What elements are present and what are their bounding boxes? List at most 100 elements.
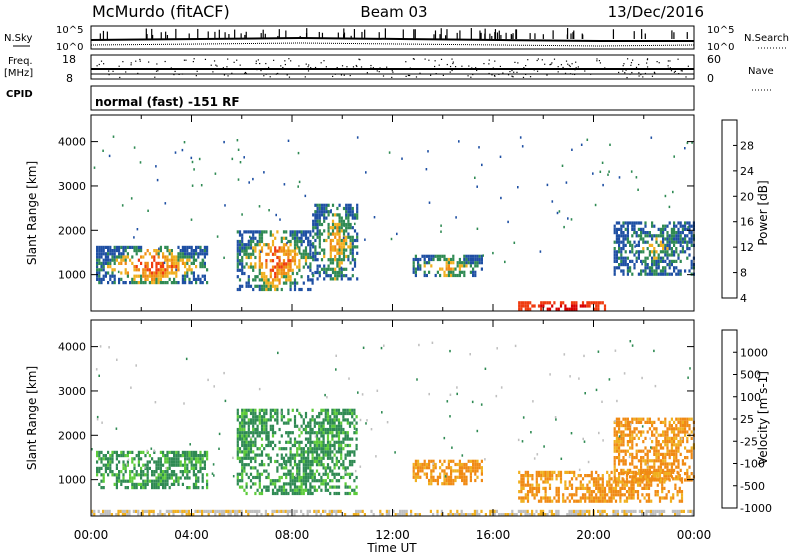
data-cell [309, 424, 312, 428]
y-tick-label: 3000 [58, 180, 86, 193]
data-cell [618, 227, 621, 231]
data-cell [282, 265, 286, 269]
data-cell [522, 304, 525, 308]
data-cell [329, 491, 332, 496]
data-cell [355, 427, 358, 432]
data-cell [675, 456, 678, 460]
data-cell [599, 301, 602, 305]
data-cell [263, 287, 266, 292]
data-cell [214, 513, 217, 517]
freq-point [656, 60, 658, 63]
data-cell [271, 408, 275, 412]
data-cell [166, 482, 169, 486]
data-cell [96, 470, 99, 474]
data-cell [461, 475, 464, 479]
freq-point [340, 74, 343, 76]
data-cell [256, 243, 259, 247]
data-cell [115, 427, 118, 430]
data-cell [320, 258, 324, 262]
data-cell [338, 264, 341, 268]
data-cell [173, 457, 176, 461]
data-cell [345, 222, 348, 227]
data-cell [664, 420, 667, 424]
data-cell [613, 446, 616, 450]
data-cell [577, 513, 580, 517]
data-cell [146, 265, 149, 269]
data-cell [543, 445, 545, 448]
data-cell [333, 418, 336, 422]
data-cell [309, 239, 312, 244]
data-cell [157, 457, 160, 461]
data-cell [238, 230, 242, 234]
data-cell [151, 274, 154, 278]
data-cell [626, 221, 629, 225]
freq-point [529, 76, 532, 78]
data-cell [619, 499, 622, 503]
freq-point [135, 60, 137, 62]
data-cell [436, 513, 439, 517]
data-cell [342, 431, 345, 435]
data-cell [98, 258, 101, 262]
data-cell [439, 257, 442, 262]
data-cell [458, 273, 461, 278]
data-cell [653, 465, 656, 469]
data-cell [256, 513, 259, 517]
data-cell [146, 460, 149, 464]
data-cell [346, 466, 349, 470]
data-cell [168, 450, 171, 454]
freq-panel: 18 8 60 0 [62, 53, 721, 85]
data-cell [309, 488, 312, 492]
data-cell [273, 509, 276, 513]
freq-tick-bottom: 8 [66, 72, 73, 85]
data-cell [124, 486, 127, 490]
data-cell [241, 213, 243, 216]
data-cell [309, 447, 312, 451]
data-cell [113, 258, 116, 262]
data-cell [338, 219, 341, 223]
freq-point [174, 70, 176, 73]
data-cell [622, 430, 625, 434]
data-cell [207, 378, 209, 382]
data-cell [633, 427, 636, 431]
data-cell [644, 256, 647, 260]
data-cell [271, 284, 275, 288]
data-cell [267, 284, 270, 288]
data-cell [386, 421, 389, 424]
data-cell [633, 224, 636, 228]
data-cell [595, 486, 598, 490]
data-cell [597, 477, 600, 481]
data-cell [296, 265, 299, 269]
data-cell [618, 234, 621, 238]
data-cell [263, 447, 266, 451]
data-cell [318, 245, 321, 249]
data-cell [344, 437, 347, 441]
data-cell [157, 463, 160, 467]
data-cell [170, 463, 173, 467]
data-cell [347, 258, 350, 262]
data-cell [421, 254, 424, 258]
data-cell [276, 459, 279, 464]
data-cell [686, 417, 689, 421]
data-cell [346, 411, 349, 416]
power-cbar-label: Power [dB] [756, 180, 770, 245]
data-cell [588, 493, 591, 497]
data-cell [646, 478, 649, 482]
data-cell [640, 237, 643, 241]
data-cell [659, 468, 662, 472]
x-tick-label: 00:00 [677, 528, 712, 542]
data-cell [118, 454, 121, 458]
data-cell [524, 307, 527, 311]
data-cell [238, 239, 242, 244]
data-cell [168, 460, 171, 464]
data-cell [320, 232, 324, 236]
data-cell [631, 272, 634, 276]
data-cell [639, 238, 641, 241]
data-cell [620, 250, 623, 254]
data-cell [641, 513, 644, 517]
data-cell [663, 496, 666, 500]
data-cell [133, 245, 136, 249]
data-cell [465, 254, 468, 258]
data-cell [316, 216, 319, 220]
data-cell [461, 270, 464, 274]
freq-point [669, 60, 671, 62]
